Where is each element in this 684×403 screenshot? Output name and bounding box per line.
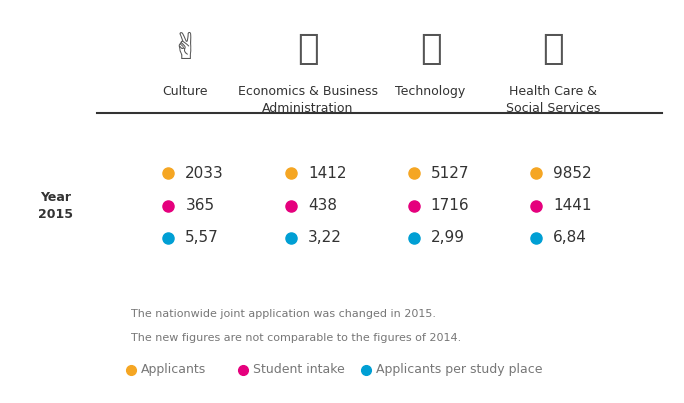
Text: 9852: 9852 bbox=[553, 166, 592, 181]
Text: Health Care &
Social Services: Health Care & Social Services bbox=[506, 85, 601, 115]
Text: 1441: 1441 bbox=[553, 198, 592, 213]
Text: Year
2015: Year 2015 bbox=[38, 191, 73, 220]
Text: Student intake: Student intake bbox=[254, 363, 345, 376]
Text: 1716: 1716 bbox=[430, 198, 469, 213]
Text: 5127: 5127 bbox=[430, 166, 469, 181]
Text: 365: 365 bbox=[185, 198, 215, 213]
Text: 2033: 2033 bbox=[185, 166, 224, 181]
Text: ✌: ✌ bbox=[170, 32, 200, 66]
Text: 6,84: 6,84 bbox=[553, 230, 587, 245]
Text: The nationwide joint application was changed in 2015.: The nationwide joint application was cha… bbox=[131, 309, 436, 318]
Text: 5,57: 5,57 bbox=[185, 230, 219, 245]
Text: 2,99: 2,99 bbox=[430, 230, 464, 245]
Text: Culture: Culture bbox=[163, 85, 208, 98]
Text: 3,22: 3,22 bbox=[308, 230, 342, 245]
Text: 1412: 1412 bbox=[308, 166, 346, 181]
Text: Applicants: Applicants bbox=[141, 363, 207, 376]
Text: 👐: 👐 bbox=[420, 32, 441, 66]
Text: The new figures are not comparable to the figures of 2014.: The new figures are not comparable to th… bbox=[131, 332, 461, 343]
Text: 🤝: 🤝 bbox=[297, 32, 319, 66]
Text: 438: 438 bbox=[308, 198, 337, 213]
Text: Applicants per study place: Applicants per study place bbox=[376, 363, 542, 376]
Text: Economics & Business
Administration: Economics & Business Administration bbox=[238, 85, 378, 115]
Text: Technology: Technology bbox=[395, 85, 466, 98]
Text: 🫆: 🫆 bbox=[542, 32, 564, 66]
